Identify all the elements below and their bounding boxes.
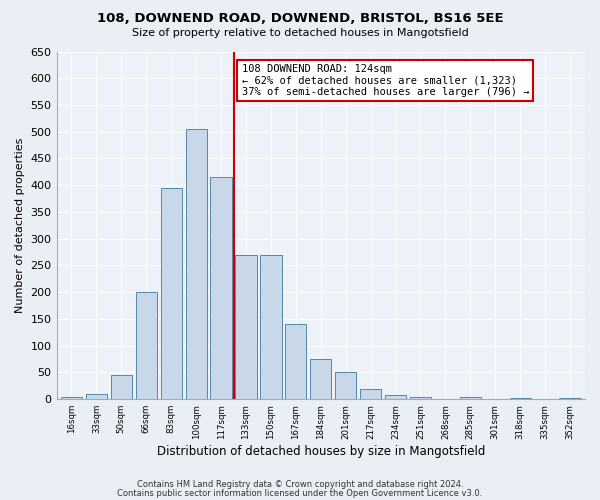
Bar (211, 177, 232, 399)
Bar (185, 129, 207, 399)
Bar (136, 292, 157, 399)
Bar (360, 388, 381, 399)
Bar (410, 396, 431, 399)
Bar (285, 324, 307, 399)
Bar (310, 359, 331, 399)
Bar (460, 396, 481, 399)
Bar (559, 398, 581, 399)
Text: 108, DOWNEND ROAD, DOWNEND, BRISTOL, BS16 5EE: 108, DOWNEND ROAD, DOWNEND, BRISTOL, BS1… (97, 12, 503, 26)
Text: Contains public sector information licensed under the Open Government Licence v3: Contains public sector information licen… (118, 488, 482, 498)
Bar (509, 398, 531, 399)
Bar (86, 394, 107, 399)
X-axis label: Distribution of detached houses by size in Mangotsfield: Distribution of detached houses by size … (157, 444, 485, 458)
Bar (111, 375, 132, 399)
Text: 108 DOWNEND ROAD: 124sqm
← 62% of detached houses are smaller (1,323)
37% of sem: 108 DOWNEND ROAD: 124sqm ← 62% of detach… (242, 64, 529, 97)
Bar (260, 255, 281, 399)
Y-axis label: Number of detached properties: Number of detached properties (15, 138, 25, 313)
Bar (335, 372, 356, 399)
Bar (235, 255, 257, 399)
Bar (385, 395, 406, 399)
Bar (161, 188, 182, 399)
Text: Contains HM Land Registry data © Crown copyright and database right 2024.: Contains HM Land Registry data © Crown c… (137, 480, 463, 489)
Text: Size of property relative to detached houses in Mangotsfield: Size of property relative to detached ho… (131, 28, 469, 38)
Bar (61, 396, 82, 399)
